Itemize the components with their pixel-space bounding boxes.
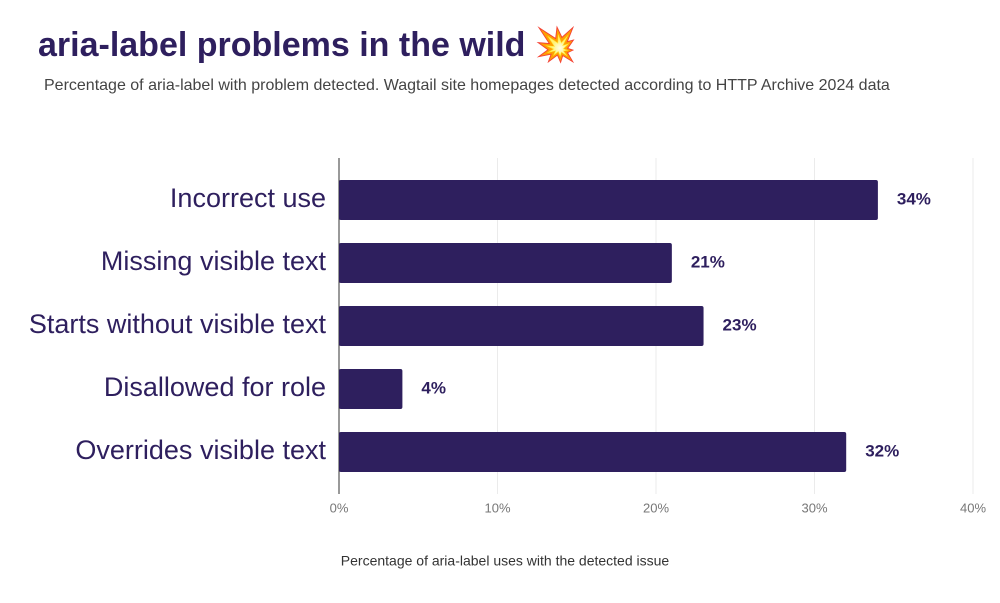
y-tick-label: Disallowed for role <box>104 372 326 402</box>
x-tick-label: 40% <box>960 500 986 515</box>
x-tick-label: 30% <box>801 500 827 515</box>
bar <box>339 369 403 409</box>
bar <box>339 432 847 472</box>
y-tick-label: Starts without visible text <box>29 309 327 339</box>
value-label: 21% <box>691 252 725 271</box>
bar <box>339 243 672 283</box>
chart-subtitle: Percentage of aria-label with problem de… <box>44 77 890 94</box>
y-tick-label: Overrides visible text <box>75 435 326 465</box>
x-tick-label: 10% <box>484 500 510 515</box>
value-label: 4% <box>421 378 446 397</box>
x-axis-title: Percentage of aria-label uses with the d… <box>341 553 670 569</box>
value-label: 23% <box>723 315 757 334</box>
bar <box>339 306 704 346</box>
chart-title: aria-label problems in the wild 💥 <box>38 25 577 65</box>
bar <box>339 180 878 220</box>
y-tick-label: Incorrect use <box>170 183 326 213</box>
y-tick-label: Missing visible text <box>101 246 327 276</box>
x-tick-label: 20% <box>643 500 669 515</box>
value-label: 34% <box>897 189 931 208</box>
value-label: 32% <box>865 441 899 460</box>
x-tick-label: 0% <box>330 500 349 515</box>
